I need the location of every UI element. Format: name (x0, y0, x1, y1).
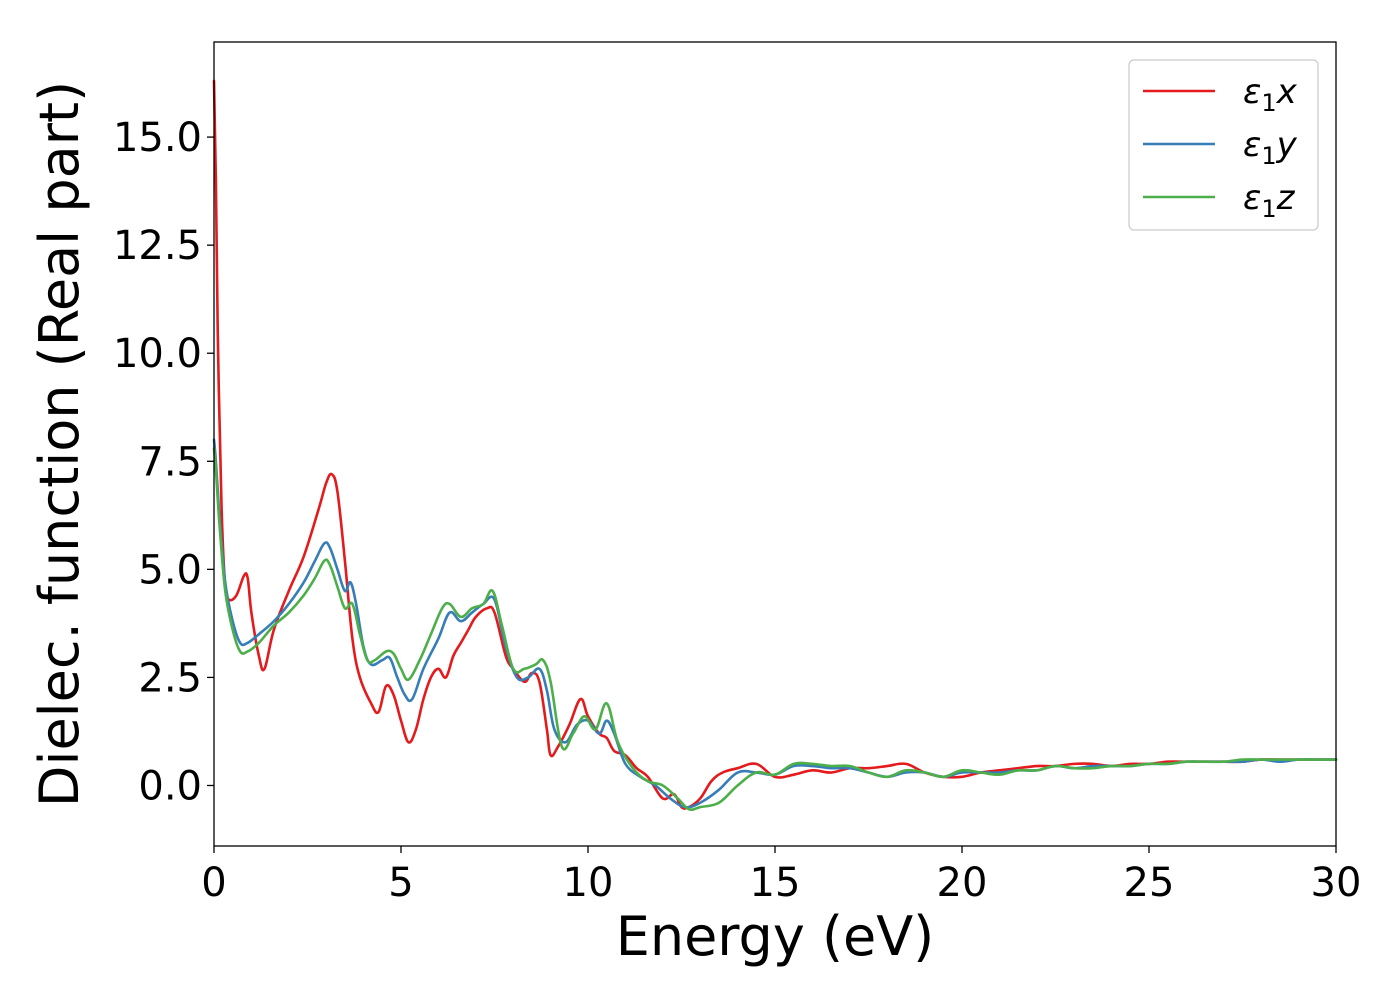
series-line-x (212, 79, 1338, 810)
series-line-z (212, 447, 1338, 812)
x-axis-ticks: 0 5 10 15 20 25 30 (201, 846, 1361, 906)
y-tick-label: 10.0 (113, 331, 202, 377)
x-tick-label: 15 (750, 860, 801, 906)
y-tick-label: 2.5 (138, 655, 202, 701)
y-tick-label: 0.0 (138, 763, 202, 809)
legend-label-x: ε1x (1243, 72, 1298, 117)
series-layer (212, 79, 1338, 812)
x-axis-title: Energy (eV) (616, 905, 935, 968)
y-tick-label: 7.5 (138, 439, 202, 485)
legend: ε1x ε1y ε1z (1128, 59, 1319, 231)
y-tick-label: 5.0 (138, 547, 202, 593)
x-tick-label: 5 (388, 860, 413, 906)
y-tick-label: 15.0 (113, 115, 202, 161)
series-line-y (212, 438, 1338, 809)
legend-box (1128, 59, 1319, 231)
x-tick-label: 20 (937, 860, 988, 906)
x-tick-label: 0 (201, 860, 226, 906)
x-tick-label: 10 (563, 860, 614, 906)
x-tick-label: 25 (1124, 860, 1175, 906)
y-tick-label: 12.5 (113, 223, 202, 269)
x-tick-label: 30 (1311, 860, 1362, 906)
y-axis-title: Dielec. function (Real part) (28, 81, 91, 807)
legend-label-y: ε1y (1243, 125, 1298, 170)
y-axis-ticks: 0.0 2.5 5.0 7.5 10.0 12.5 15.0 (113, 115, 214, 809)
legend-label-z: ε1z (1243, 178, 1296, 223)
